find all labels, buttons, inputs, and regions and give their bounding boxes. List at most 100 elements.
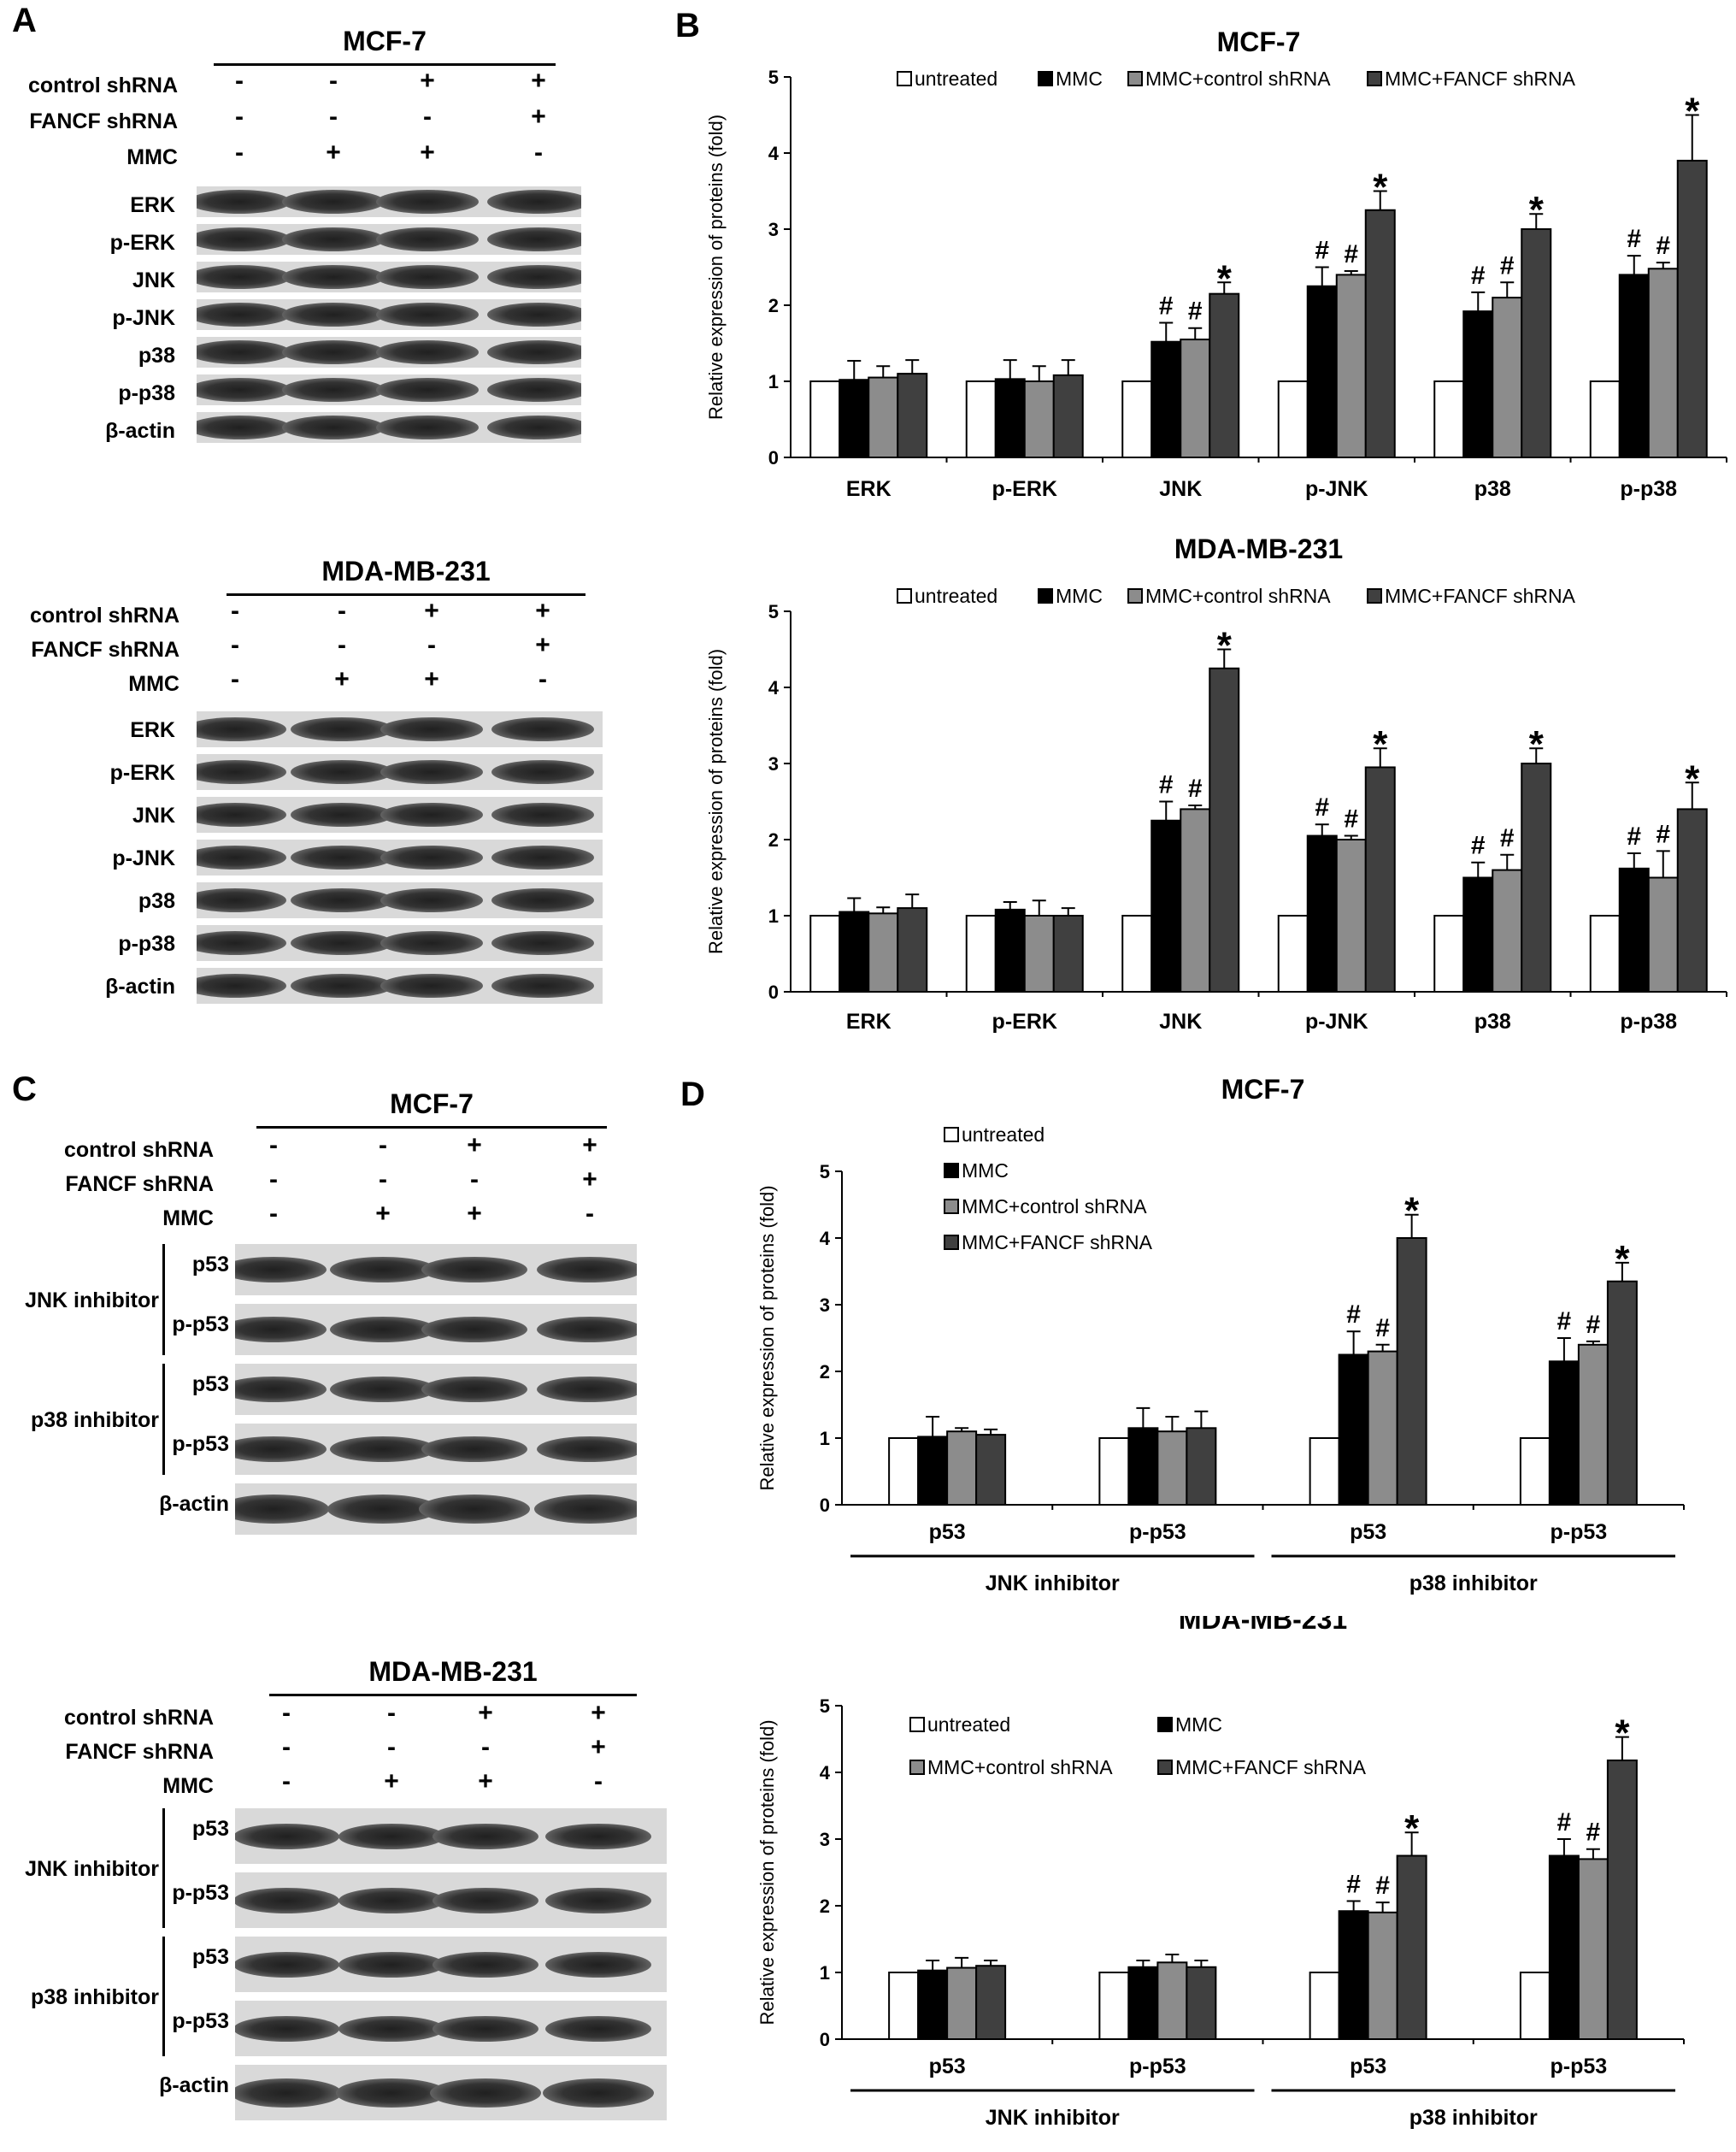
blot-band [376,227,479,251]
condition-label: MMC [162,1774,214,1798]
y-tick-label: 5 [820,1695,830,1717]
bar [1052,915,1084,993]
bar [897,373,928,459]
legend-swatch [1367,588,1382,604]
condition-sign: - [379,1131,387,1159]
y-tick-label: 3 [820,1829,830,1850]
blot-strip [197,711,603,747]
condition-sign: + [478,1767,493,1795]
blot-band [197,888,286,912]
y-tick-label: 3 [820,1294,830,1316]
condition-sign: - [427,631,436,659]
legend-swatch [944,1235,959,1250]
western-blot-a-mda: MDA-MB-231 control shRNA - - + + FANCF shRNA - -… [0,547,615,1009]
bar [1606,1280,1638,1506]
condition-label: control shRNA [64,1138,214,1162]
blot-title: MCF-7 [343,26,427,56]
condition-sign: - [534,139,543,167]
bar [1548,1854,1580,2040]
bar [1150,340,1182,458]
significance-marker: # [1346,1300,1361,1329]
condition-sign: + [478,1699,493,1727]
y-axis-label: Relative expression of proteins (fold) [705,649,727,954]
blot-band [235,1317,327,1342]
bar [1306,285,1338,458]
significance-marker: * [1404,1190,1420,1232]
group-label: JNK inhibitor [986,1571,1120,1595]
condition-sign: + [424,597,439,625]
significance-marker: * [1217,257,1233,299]
inhibitor-bracket [162,1937,165,2056]
y-tick-label: 1 [820,1962,830,1984]
band-label: p-ERK [109,231,175,255]
blot-strip [197,224,581,255]
blot-band [197,717,286,741]
legend-swatch [1127,71,1143,86]
inhibitor-label: JNK inhibitor [25,1857,159,1881]
blot-strip [197,925,603,961]
blot-band [380,846,483,870]
blot-band [235,1377,327,1402]
bar [1577,1343,1609,1506]
bar [1462,876,1494,993]
x-tick-label: JNK [1159,477,1202,501]
band-label: p53 [191,1253,229,1276]
x-tick-label: p-p53 [1129,2055,1186,2078]
condition-sign: - [282,1767,291,1795]
y-tick-label: 1 [768,371,779,392]
x-tick-label: p53 [1350,1520,1386,1544]
blot-band [282,416,385,439]
blot-strip [197,299,581,330]
legend-swatch [1157,1717,1173,1732]
bar [1676,808,1708,993]
significance-marker: * [1685,758,1700,799]
condition-label: FANCF shRNA [31,638,179,662]
condition-sign: + [535,631,550,659]
blot-band [376,303,479,327]
blot-band [487,378,581,402]
bar [1647,876,1679,993]
y-tick-label: 2 [768,829,779,851]
blot-strip [235,1304,637,1355]
chart-d-mcf7: MCF-7 Relative expression of proteins (fo… [756,1074,1685,1595]
bar [1098,1972,1130,2040]
bar [917,1436,949,1506]
western-blot-c-mcf7: MCF-7 control shRNA - - + + FANCF shRNA - - - + MMC… [0,1082,658,1543]
blot-strip [197,262,581,292]
blot-band [197,227,291,251]
significance-marker: # [1586,1311,1601,1339]
bar [1309,1972,1340,2040]
bar [1367,1911,1398,2040]
bar [1577,1858,1609,2040]
blot-band [235,1951,339,1978]
bar [1396,1854,1427,2040]
bar [1156,1961,1188,2040]
legend-label: untreated [915,68,997,90]
blot-title-underline [256,1126,607,1129]
inhibitor-bracket [162,1808,165,1928]
blot-band [291,846,393,870]
legend-swatch [1127,588,1143,604]
blot-title-underline [227,593,586,596]
significance-marker: # [1159,771,1174,799]
bar [1647,268,1679,458]
legend-label: MMC [1056,585,1103,607]
condition-sign: + [582,1131,597,1159]
bar [1098,1437,1130,1506]
chart-b-mda: MDA-MB-231 Relative expression of protein… [705,534,1727,1034]
bar [1306,834,1338,993]
blot-strip [235,1483,637,1535]
blot-band [487,416,581,439]
y-tick-label: 4 [768,143,780,164]
legend-label: untreated [915,585,997,607]
condition-sign: - [481,1733,490,1761]
legend-label: MMC+FANCF shRNA [1175,1756,1367,1778]
chart-title: MDA-MB-231 [1179,1616,1347,1635]
legend-label: MMC+control shRNA [962,1195,1147,1218]
significance-marker: * [1373,723,1388,765]
band-label: p-p38 [118,932,175,956]
band-label: p53 [191,1372,229,1396]
band-label: p-p53 [172,1881,229,1905]
legend-label: untreated [962,1123,1045,1146]
panel-letter-a: A [12,2,37,39]
